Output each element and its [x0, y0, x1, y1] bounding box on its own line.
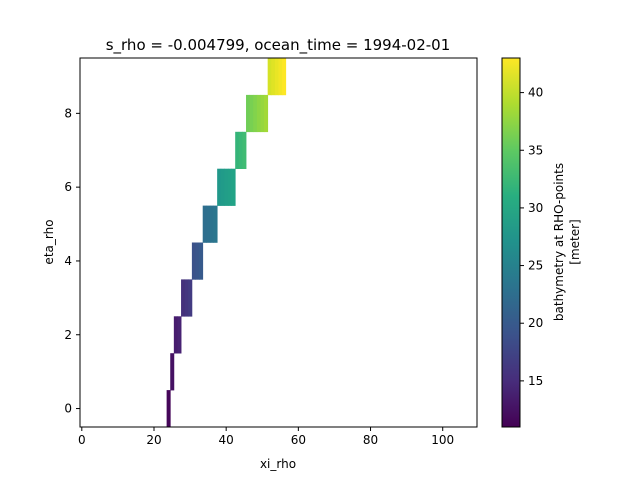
x-tick-label: 80 [363, 433, 378, 447]
heatmap-cell [209, 205, 214, 243]
heatmap-cell [235, 131, 240, 169]
plot-frame [79, 57, 478, 428]
y-tick-label: 8 [64, 106, 72, 120]
y-tick-label: 0 [64, 402, 72, 416]
heatmap-cell [231, 168, 236, 206]
heatmap-cell [253, 94, 258, 133]
heatmap-cell [282, 58, 287, 96]
heatmap-cell [246, 94, 251, 133]
heatmap-cell [220, 168, 225, 206]
colorbar-label-line2: [meter] [568, 219, 582, 264]
colorbar-tick-label: 40 [528, 86, 543, 100]
heatmap-cell [166, 390, 171, 428]
colorbar-tick-label: 35 [528, 143, 543, 157]
heatmap-cell [271, 58, 276, 96]
colorbar-tick-label: 20 [528, 316, 543, 330]
heatmap-cell [260, 94, 265, 133]
x-tick-label: 100 [431, 433, 454, 447]
heatmap-cell [191, 242, 196, 280]
heatmap-cell [202, 205, 207, 243]
heatmap-cell [195, 242, 200, 280]
heatmap-cell [181, 279, 186, 317]
y-tick-label: 2 [64, 328, 72, 342]
colorbar [501, 57, 521, 428]
heatmap-cells [166, 58, 287, 428]
heatmap-cell [173, 316, 178, 354]
heatmap-cell [274, 58, 279, 96]
heatmap-cell [238, 131, 243, 169]
colorbar-tick-label: 15 [528, 374, 543, 388]
heatmap-cell [267, 58, 272, 96]
heatmap-cell [224, 168, 229, 206]
y-axis-ticks: 0 2 4 6 8 [64, 106, 80, 416]
heatmap-cell [213, 205, 218, 243]
heatmap-cell [217, 168, 222, 206]
heatmap-cell [199, 242, 204, 280]
x-axis-label: xi_rho [260, 457, 296, 471]
x-tick-label: 20 [146, 433, 161, 447]
y-tick-label: 6 [64, 180, 72, 194]
y-axis-label: eta_rho [42, 219, 56, 264]
x-tick-label: 0 [78, 433, 86, 447]
heatmap-cell [242, 131, 247, 169]
x-axis-ticks: 0 20 40 60 80 100 [78, 427, 454, 447]
colorbar-tick-label: 30 [528, 201, 543, 215]
chart-title: s_rho = -0.004799, ocean_time = 1994-02-… [106, 36, 451, 55]
heatmap-cell [206, 205, 211, 243]
heatmap-cell [256, 94, 261, 133]
heatmap-cell [249, 94, 254, 133]
x-tick-label: 40 [219, 433, 234, 447]
colorbar-tick-label: 25 [528, 259, 543, 273]
heatmap-cell [184, 279, 189, 317]
heatmap-cell [227, 168, 232, 206]
colorbar-label-line1: bathymetry at RHO-points [552, 163, 566, 321]
heatmap-cell [278, 58, 283, 96]
heatmap-cell [188, 279, 193, 317]
colorbar-ticks: 15 20 25 30 35 40 [520, 86, 543, 388]
heatmap-cell [170, 353, 175, 391]
heatmap-cell [177, 316, 182, 354]
x-tick-label: 60 [291, 433, 306, 447]
y-tick-label: 4 [64, 254, 72, 268]
heatmap-cell [264, 94, 269, 133]
